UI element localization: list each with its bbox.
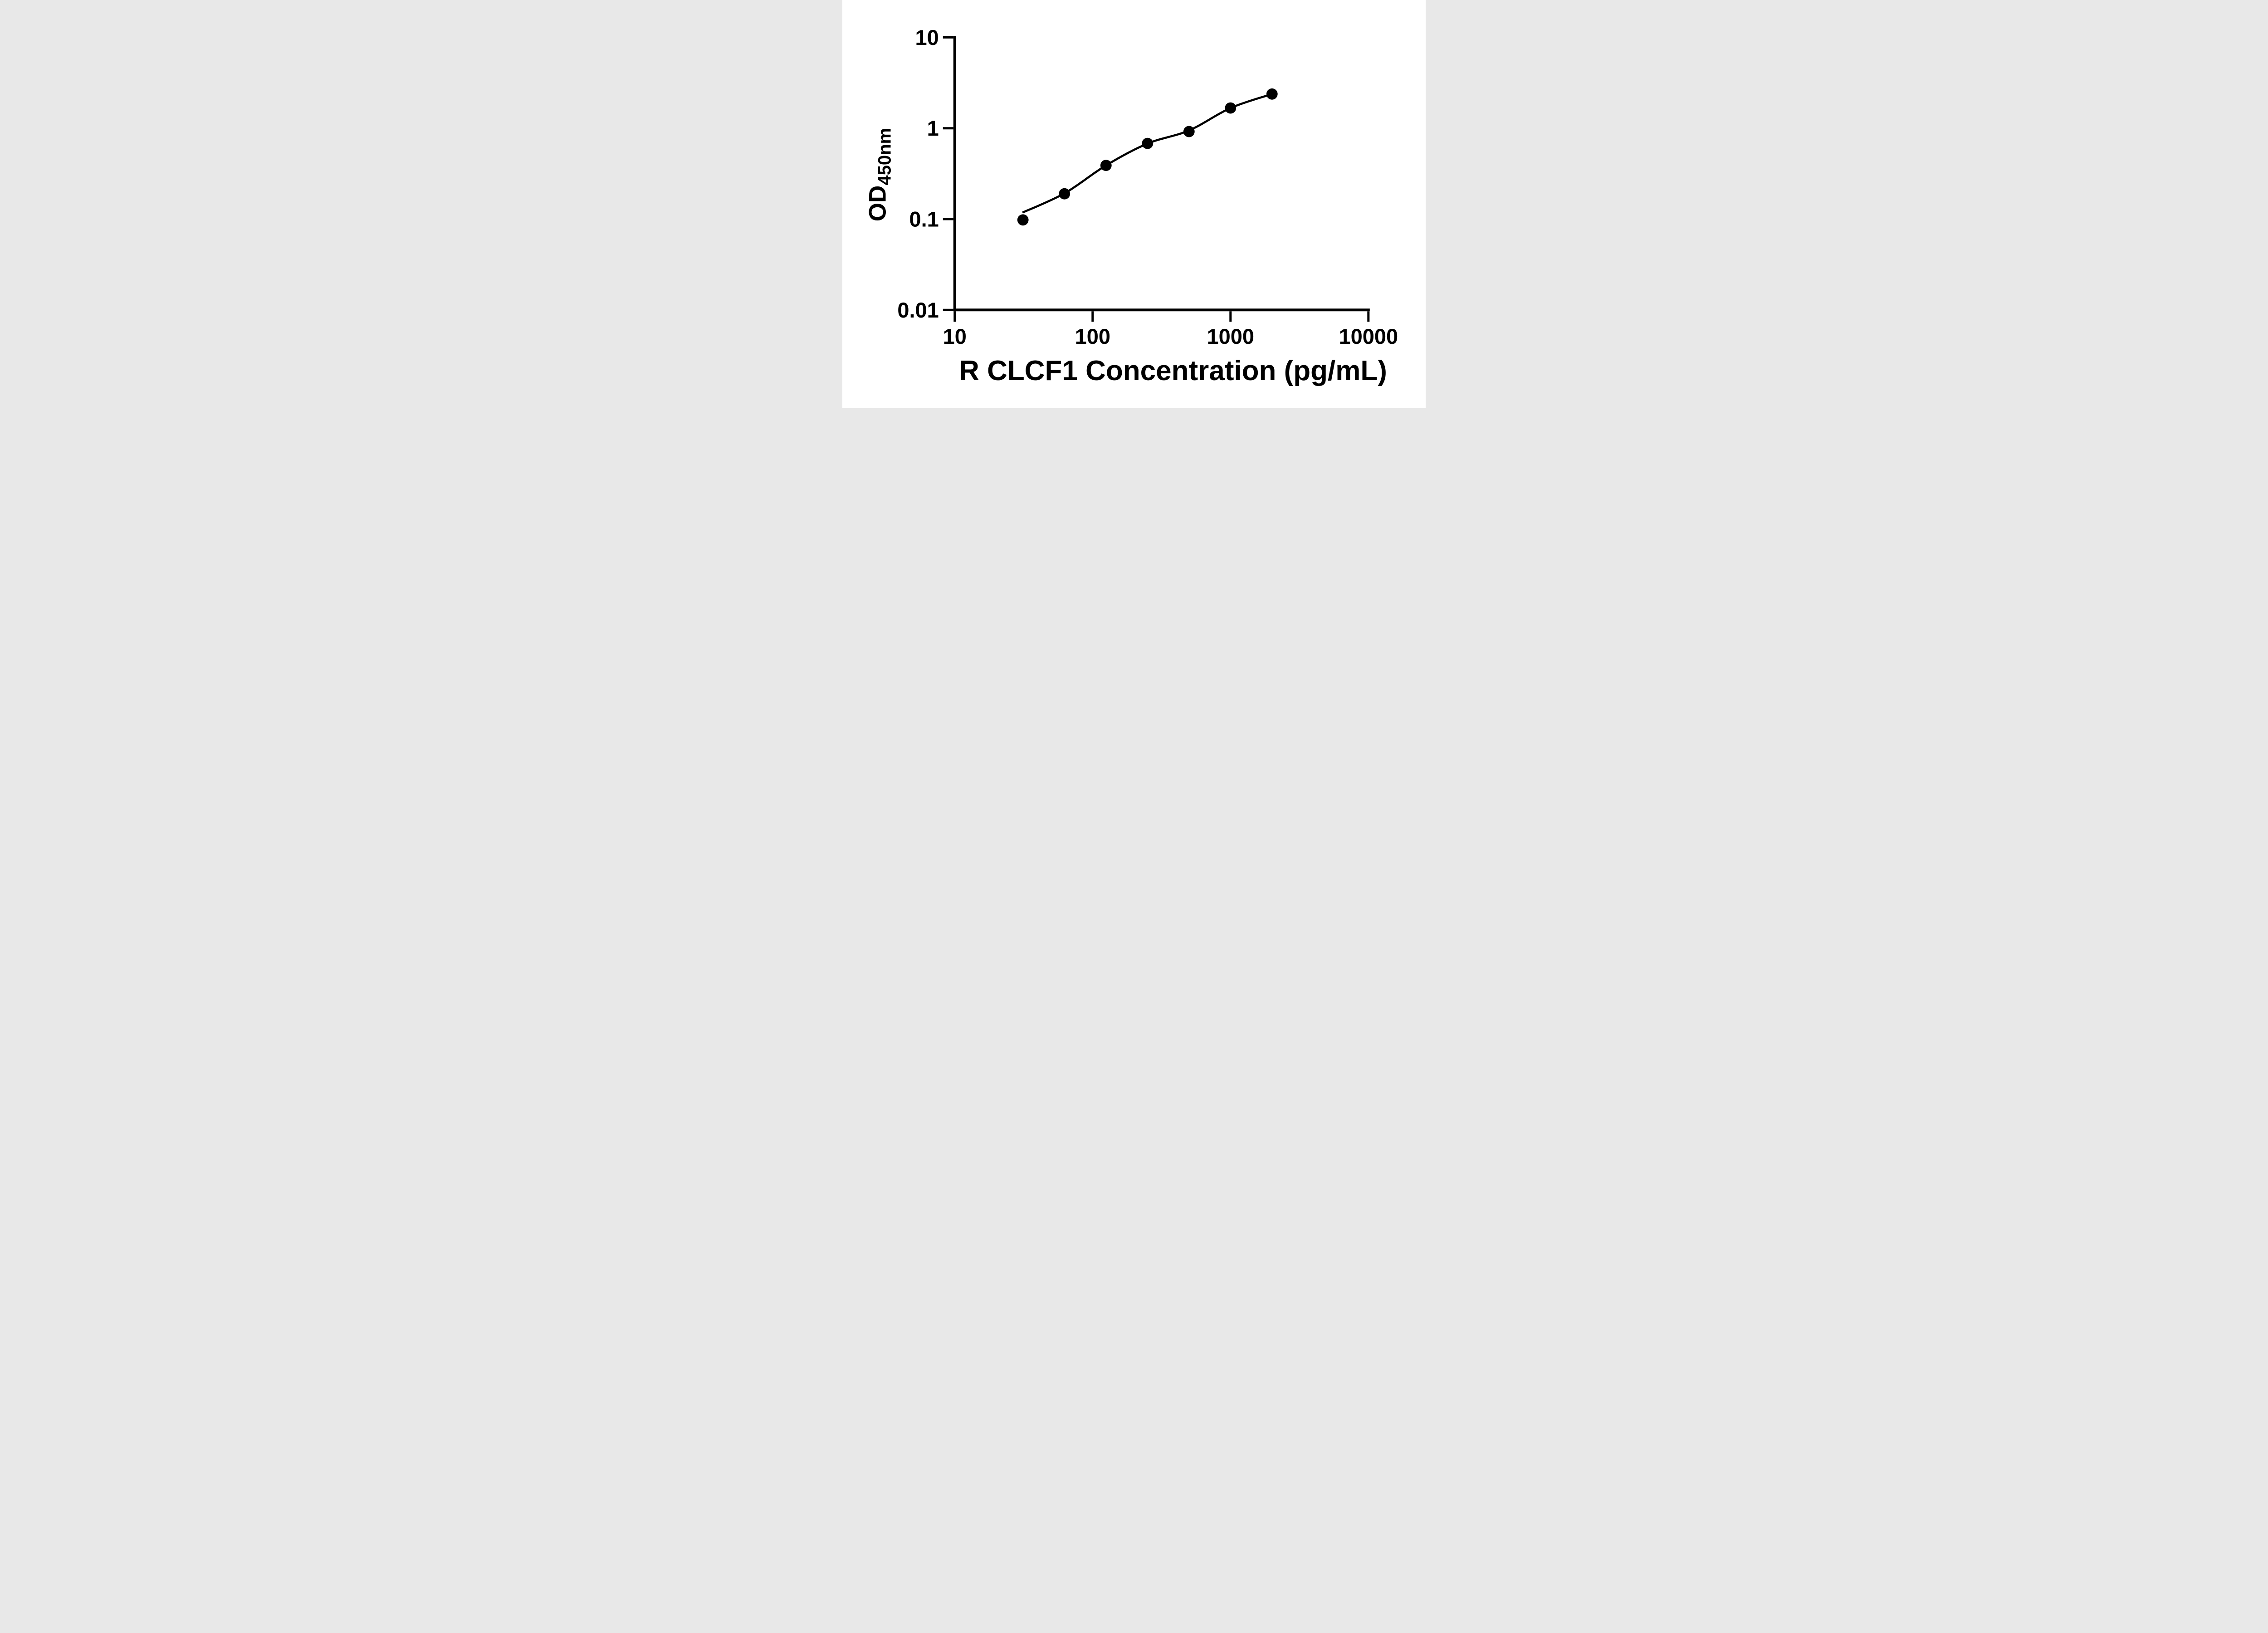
elisa-standard-curve-figure: 10 1 0.1 0.01 10 100 1000 10000 R CLCF1 Concent… [842,0,1426,408]
data-point-marker [1059,188,1070,200]
data-point-marker [1183,126,1195,137]
y-axis-title: OD450nm [865,128,895,221]
y-tick-label: 10 [915,25,939,49]
y-tick-label: 0.01 [897,298,938,322]
axis-ticks [943,36,1370,322]
x-tick-label: 10 [943,324,967,348]
axes [953,36,1370,312]
y-tick-label: 0.1 [909,207,938,231]
y-axis-title-main: OD [865,186,891,222]
data-point-marker [1142,137,1154,149]
x-tick-label: 100 [1075,324,1110,348]
x-tick-label: 10000 [1339,324,1398,348]
data-point-marker [1100,160,1112,171]
data-points [1017,88,1278,226]
data-point-marker [1225,102,1237,114]
y-tick-label: 1 [927,116,939,140]
y-axis-title-subscript: 450nm [875,128,895,186]
data-point-marker [1266,88,1278,100]
x-tick-label: 1000 [1207,324,1255,348]
data-point-marker [1017,214,1029,226]
x-axis-title: R CLCF1 Concentration (pg/mL) [959,355,1387,386]
